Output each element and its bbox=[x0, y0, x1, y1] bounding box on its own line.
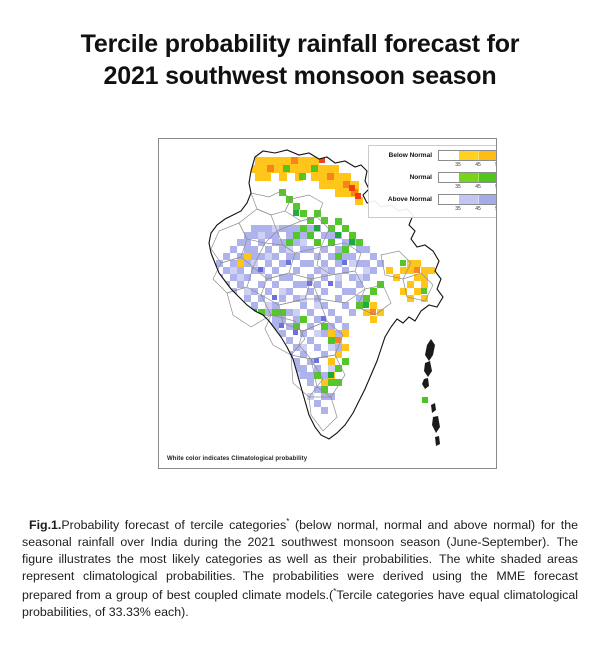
legend-row-above-normal: Above Normal 35 45 55 65 bbox=[374, 194, 496, 214]
caption-part-1: Probability forecast of tercile categori… bbox=[61, 518, 287, 533]
page-title-line-2: 2021 southwest monsoon season bbox=[103, 62, 497, 90]
xtick-75e: 75°E bbox=[228, 468, 252, 469]
colorbar-below-normal-ticks: 35 45 55 65 75 bbox=[438, 161, 496, 170]
page-title-line-1: Tercile probability rainfall forecast fo… bbox=[80, 30, 520, 58]
legend-label-below-normal: Below Normal bbox=[388, 152, 432, 159]
legend-label-above-normal: Above Normal bbox=[387, 196, 432, 203]
xtick-85e: 85°E bbox=[323, 468, 347, 469]
colorbar-normal-ticks: 35 45 55 65 75 bbox=[438, 183, 496, 192]
colorbar-normal-swatch-1 bbox=[458, 173, 479, 182]
ytick-5n: 5°N bbox=[159, 439, 160, 441]
india-national-boundary bbox=[208, 149, 444, 440]
caption-star-1: * bbox=[286, 517, 290, 526]
xtick-100e: 100°E bbox=[462, 468, 492, 469]
caption-part-5: The probabilities were derived using the… bbox=[22, 569, 578, 602]
caption-part-6: Tercile categories have equal climatolog… bbox=[22, 587, 578, 619]
state-boundaries bbox=[210, 190, 434, 432]
colorbar-tick-45: 45 bbox=[475, 162, 481, 168]
colorbar-above-normal-swatch-0 bbox=[439, 195, 459, 204]
colorbar-above-normal bbox=[438, 194, 496, 205]
xtick-90e: 90°E bbox=[370, 468, 394, 469]
colorbar-normal-tick-35: 35 bbox=[455, 184, 461, 190]
colorbar-above-tick-35: 35 bbox=[455, 206, 461, 212]
colorbar-normal-swatch-2 bbox=[478, 173, 496, 182]
colorbar-normal bbox=[438, 172, 496, 183]
colorbar-tick-35: 35 bbox=[455, 162, 461, 168]
axis-ticks: 35°N 30°N 25°N 20°N 15°N 10°N 5°N 70°E 7… bbox=[159, 139, 496, 468]
colorbar-normal-tick-55: 55 bbox=[495, 184, 496, 190]
colorbar-above-tick-55: 55 bbox=[495, 206, 496, 212]
legend-row-below-normal: Below Normal 35 45 55 65 bbox=[374, 150, 496, 170]
legend-label-normal: Normal bbox=[409, 174, 432, 181]
colorbar-below-normal bbox=[438, 150, 496, 161]
colorbar-above-normal-ticks: 35 45 55 65 75 bbox=[438, 205, 496, 214]
andaman-nicobar-islands bbox=[422, 339, 440, 446]
ytick-15n: 15°N bbox=[158, 340, 159, 352]
caption-star-2: * bbox=[333, 586, 337, 596]
ytick-35n: 35°N bbox=[158, 152, 159, 164]
legend-row-normal: Normal 35 45 55 65 7 bbox=[374, 172, 496, 192]
colorbar-normal-tick-45: 45 bbox=[475, 184, 481, 190]
xtick-80e: 80°E bbox=[275, 468, 299, 469]
figure-caption: Fig.1.Probability forecast of tercile ca… bbox=[22, 516, 578, 621]
colorbar-tick-55: 55 bbox=[495, 162, 496, 168]
colorbar-below-normal-swatch-0 bbox=[439, 151, 459, 160]
xtick-70e: 70°E bbox=[180, 468, 204, 469]
page-title: Tercile probability rainfall forecast fo… bbox=[0, 28, 600, 92]
legend: Below Normal 35 45 55 65 bbox=[368, 145, 496, 218]
map-note: White color indicates Climatological pro… bbox=[167, 456, 308, 462]
colorbar-below-normal-swatch-2 bbox=[478, 151, 496, 160]
ytick-20n: 20°N bbox=[158, 293, 159, 305]
ytick-30n: 30°N bbox=[158, 199, 159, 211]
xtick-95e: 95°E bbox=[418, 468, 442, 469]
ytick-10n: 10°N bbox=[158, 387, 159, 399]
caption-part-4: The white shaded areas represent climato… bbox=[22, 552, 578, 584]
colorbar-above-normal-swatch-1 bbox=[458, 195, 479, 204]
caption-figure-label: Fig.1. bbox=[29, 518, 62, 533]
colorbar-below-normal-swatch-1 bbox=[458, 151, 479, 160]
caption-part-2: (below normal, normal and above normal) … bbox=[22, 518, 578, 550]
ytick-25n: 25°N bbox=[158, 246, 159, 258]
figure-panel: 35°N 30°N 25°N 20°N 15°N 10°N 5°N 70°E 7… bbox=[95, 128, 505, 500]
colorbar-above-normal-swatch-2 bbox=[478, 195, 496, 204]
caption-part-3: The figure illustrates the most likely c… bbox=[22, 535, 578, 567]
colorbar-above-tick-45: 45 bbox=[475, 206, 481, 212]
colorbar-normal-swatch-0 bbox=[439, 173, 459, 182]
map-plot-frame: 35°N 30°N 25°N 20°N 15°N 10°N 5°N 70°E 7… bbox=[158, 138, 497, 469]
